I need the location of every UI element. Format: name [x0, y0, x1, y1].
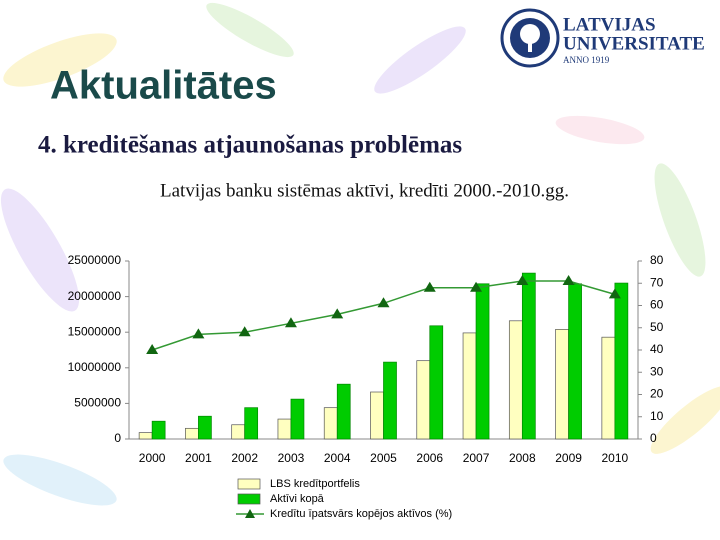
y-tick-label: 25000000 — [68, 253, 122, 267]
x-tick-label: 2000 — [139, 451, 166, 465]
bar — [185, 427, 199, 440]
bar — [568, 283, 582, 440]
logo-line2: UNIVERSITATE — [563, 33, 705, 54]
y2-tick-label: 0 — [650, 431, 657, 445]
y2-tick-label: 60 — [650, 298, 664, 312]
legend-marker — [245, 509, 255, 518]
bar — [475, 283, 490, 440]
line-marker — [146, 344, 159, 354]
x-tick-label: 2003 — [278, 451, 305, 465]
bar — [244, 407, 259, 440]
bar — [416, 360, 431, 440]
bar — [429, 325, 444, 440]
y-tick-label: 0 — [114, 431, 121, 445]
y-tick-label: 15000000 — [68, 324, 122, 338]
legend-swatch — [237, 493, 261, 505]
y2-tick-label: 10 — [650, 409, 664, 423]
logo-line1: LATVIJAS — [563, 14, 656, 35]
bar — [555, 329, 569, 440]
legend-label: Kredītu īpatsvārs kopējos aktīvos (%) — [270, 508, 452, 520]
bar — [336, 383, 351, 440]
line — [151, 280, 616, 351]
y2-tick-label: 30 — [650, 364, 664, 378]
line-marker — [377, 297, 390, 308]
y-tick-label: 20000000 — [68, 289, 122, 303]
x-tick-label: 2004 — [324, 451, 351, 465]
bar — [601, 336, 616, 440]
x-tick-label: 2008 — [509, 451, 536, 465]
x-tick-label: 2006 — [416, 451, 443, 465]
chart-title: Latvijas banku sistēmas aktīvi, kredīti … — [160, 180, 569, 201]
bar — [198, 415, 212, 440]
y2-tick-label: 20 — [650, 387, 664, 401]
line-marker — [423, 281, 436, 292]
logo-line3: ANNO 1919 — [563, 55, 610, 65]
line-marker — [516, 275, 529, 286]
line-marker — [608, 288, 621, 299]
bar — [138, 432, 153, 440]
y-tick-label: 5000000 — [74, 396, 121, 410]
legend-label: Aktīvi kopā — [270, 493, 325, 505]
line-marker — [192, 328, 205, 339]
slide-title: Aktualitātes — [50, 64, 277, 108]
line-marker — [284, 317, 297, 328]
y2-tick-label: 80 — [650, 253, 664, 267]
x-tick-label: 2001 — [185, 451, 212, 465]
bar — [290, 398, 305, 440]
bar — [323, 407, 338, 440]
y2-tick-label: 40 — [650, 342, 664, 356]
x-tick-label: 2002 — [231, 451, 258, 465]
x-tick-label: 2010 — [602, 451, 629, 465]
bar — [277, 418, 292, 440]
y2-tick-label: 50 — [650, 320, 664, 334]
y-tick-label: 10000000 — [68, 360, 122, 374]
bar — [614, 282, 629, 440]
bar — [383, 361, 397, 440]
logo: LATVIJAS UNIVERSITATE ANNO 1919 — [500, 8, 705, 68]
line-marker — [562, 275, 575, 286]
legend-label: LBS kredītportfelis — [270, 478, 360, 490]
bar — [370, 391, 384, 440]
bar — [508, 320, 523, 440]
line-marker — [238, 326, 251, 337]
bar — [462, 332, 477, 440]
line-marker — [331, 308, 344, 319]
bar — [231, 424, 246, 440]
bar — [151, 420, 166, 440]
x-tick-label: 2007 — [463, 451, 490, 465]
bar — [521, 272, 536, 440]
line-marker — [470, 281, 483, 292]
x-tick-label: 2009 — [555, 451, 582, 465]
legend-swatch — [237, 478, 261, 490]
decoration — [0, 2, 720, 506]
y2-tick-label: 70 — [650, 275, 664, 289]
x-tick-label: 2005 — [370, 451, 397, 465]
slide-subtitle: 4. kreditēšanas atjaunošanas problēmas — [38, 132, 462, 159]
